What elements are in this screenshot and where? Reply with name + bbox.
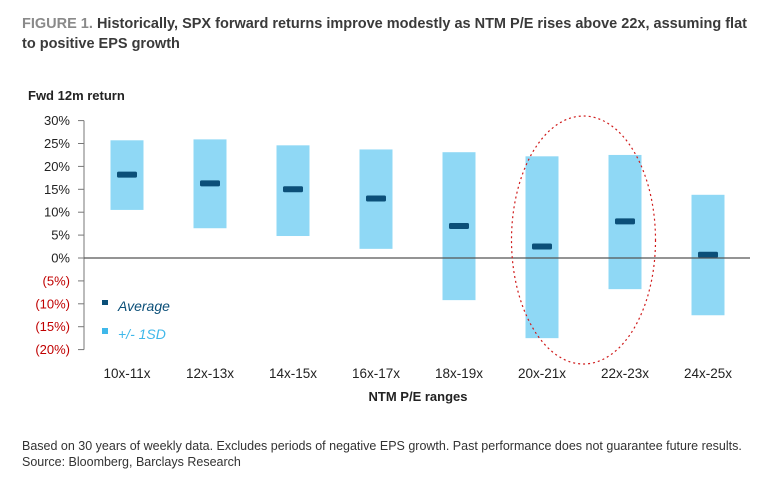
legend-sd-label: +/- 1SD xyxy=(118,326,166,342)
x-tick-label: 20x-21x xyxy=(518,366,566,381)
y-tick-label: (10%) xyxy=(35,296,70,311)
y-tick-label: (5%) xyxy=(43,273,70,288)
figure-title: FIGURE 1. Historically, SPX forward retu… xyxy=(22,14,762,54)
x-tick-label: 14x-15x xyxy=(269,366,317,381)
highlight-ellipse xyxy=(510,115,657,365)
y-tick-label: (15%) xyxy=(35,319,70,334)
y-tick-label: 30% xyxy=(44,113,70,128)
x-tick-label: 24x-25x xyxy=(684,366,732,381)
average-marker xyxy=(117,171,137,178)
x-tick-label: 10x-11x xyxy=(103,366,150,381)
footnote-text: Based on 30 years of weekly data. Exclud… xyxy=(22,439,742,453)
x-axis-title: NTM P/E ranges xyxy=(369,389,468,404)
average-marker xyxy=(698,251,718,258)
footnote-block: Based on 30 years of weekly data. Exclud… xyxy=(22,438,762,470)
x-tick-label: 22x-23x xyxy=(601,366,649,381)
average-marker xyxy=(449,222,469,229)
legend-sd-swatch xyxy=(102,328,108,334)
average-marker xyxy=(283,186,303,193)
average-marker xyxy=(366,195,386,202)
y-tick-label: 20% xyxy=(44,159,70,174)
x-tick-label: 12x-13x xyxy=(186,366,234,381)
figure-title-text: Historically, SPX forward returns improv… xyxy=(22,16,747,52)
y-tick-label: 5% xyxy=(51,228,70,243)
x-tick-label: 18x-19x xyxy=(435,366,483,381)
average-marker xyxy=(615,218,635,225)
legend-average-swatch xyxy=(102,300,108,305)
y-tick-label: (20%) xyxy=(35,342,70,357)
y-tick-label: 0% xyxy=(51,251,70,266)
source-text: Source: Bloomberg, Barclays Research xyxy=(22,455,241,469)
figure-label: FIGURE 1. xyxy=(22,16,93,32)
average-marker xyxy=(532,243,552,250)
y-tick-label: 15% xyxy=(44,182,70,197)
chart: 30% 25% 20% 15% 10% 5% 0% (5%) (10%) (15%) (20%) 10… xyxy=(35,113,750,404)
y-axis-title: Fwd 12m return xyxy=(28,88,125,103)
y-tick-label: 10% xyxy=(44,205,70,220)
y-tick-label: 25% xyxy=(44,136,70,151)
legend-average-label: Average xyxy=(117,298,170,314)
x-tick-label: 16x-17x xyxy=(352,366,400,381)
average-marker xyxy=(200,180,220,187)
